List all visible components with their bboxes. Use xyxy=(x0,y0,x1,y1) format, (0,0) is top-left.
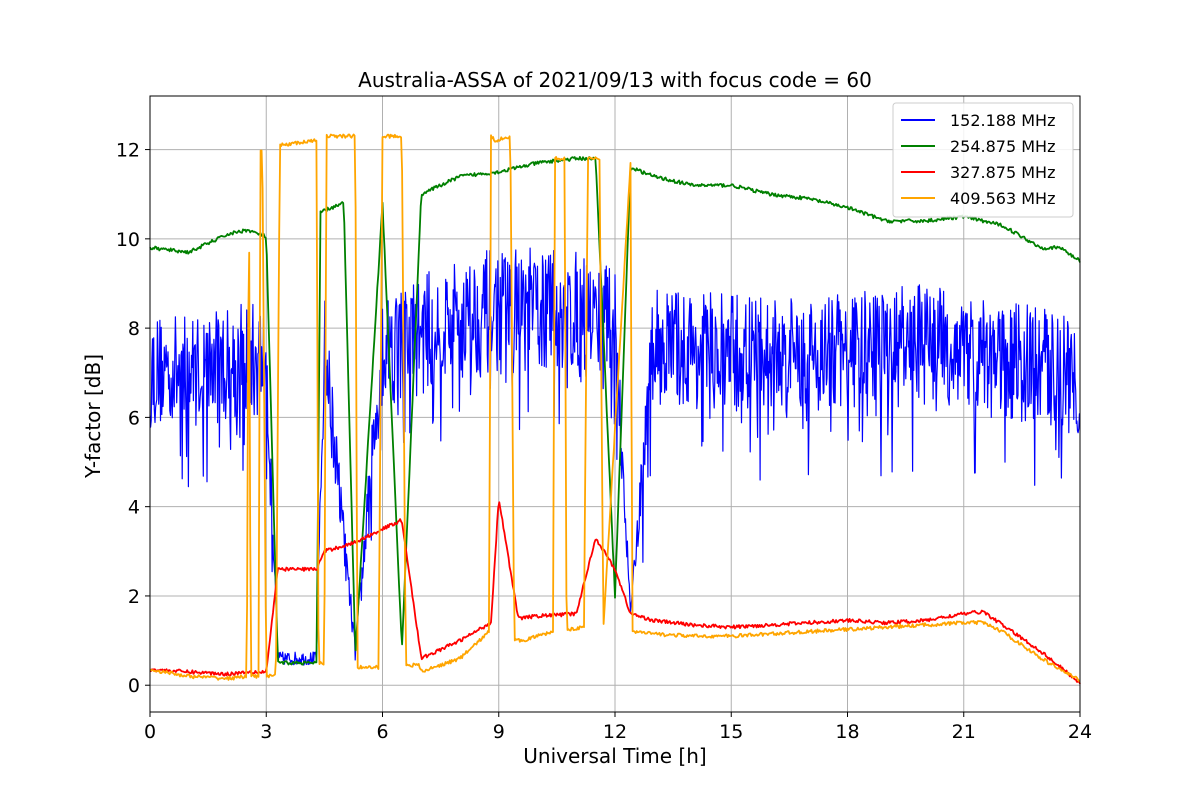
chart-title: Australia-ASSA of 2021/09/13 with focus … xyxy=(358,68,872,92)
x-tick-label: 0 xyxy=(144,721,156,743)
y-tick-label: 8 xyxy=(128,318,140,340)
series-layer xyxy=(149,133,1081,685)
legend-entry: 327.875 MHz xyxy=(950,163,1055,182)
x-tick-label: 21 xyxy=(952,721,976,743)
x-tick-label: 9 xyxy=(493,721,505,743)
x-tick-label: 6 xyxy=(376,721,388,743)
x-tick-label: 24 xyxy=(1068,721,1092,743)
x-tick-label: 12 xyxy=(603,721,627,743)
series-line-1 xyxy=(149,247,1081,666)
series-line-3 xyxy=(149,501,1081,685)
y-tick-label: 6 xyxy=(128,407,140,429)
x-tick-label: 15 xyxy=(719,721,743,743)
legend-entry: 254.875 MHz xyxy=(950,137,1055,156)
y-axis-label: Y-factor [dB] xyxy=(81,354,105,479)
y-tick-label: 12 xyxy=(116,140,140,162)
x-tick-label: 18 xyxy=(835,721,859,743)
legend-entry: 409.563 MHz xyxy=(950,189,1055,208)
legend: 152.188 MHz 254.875 MHz 327.875 MHz 409.563… xyxy=(892,102,1074,218)
legend-box xyxy=(892,102,1074,218)
x-tick-label: 3 xyxy=(260,721,272,743)
x-axis-label: Universal Time [h] xyxy=(523,744,706,768)
y-tick-label: 0 xyxy=(128,675,140,697)
legend-entry: 152.188 MHz xyxy=(950,111,1055,130)
y-tick-label: 2 xyxy=(128,586,140,608)
y-tick-label: 4 xyxy=(128,497,140,519)
series-line-2 xyxy=(149,156,1081,666)
y-tick-label: 10 xyxy=(116,229,140,251)
series-line-4 xyxy=(149,133,1081,682)
